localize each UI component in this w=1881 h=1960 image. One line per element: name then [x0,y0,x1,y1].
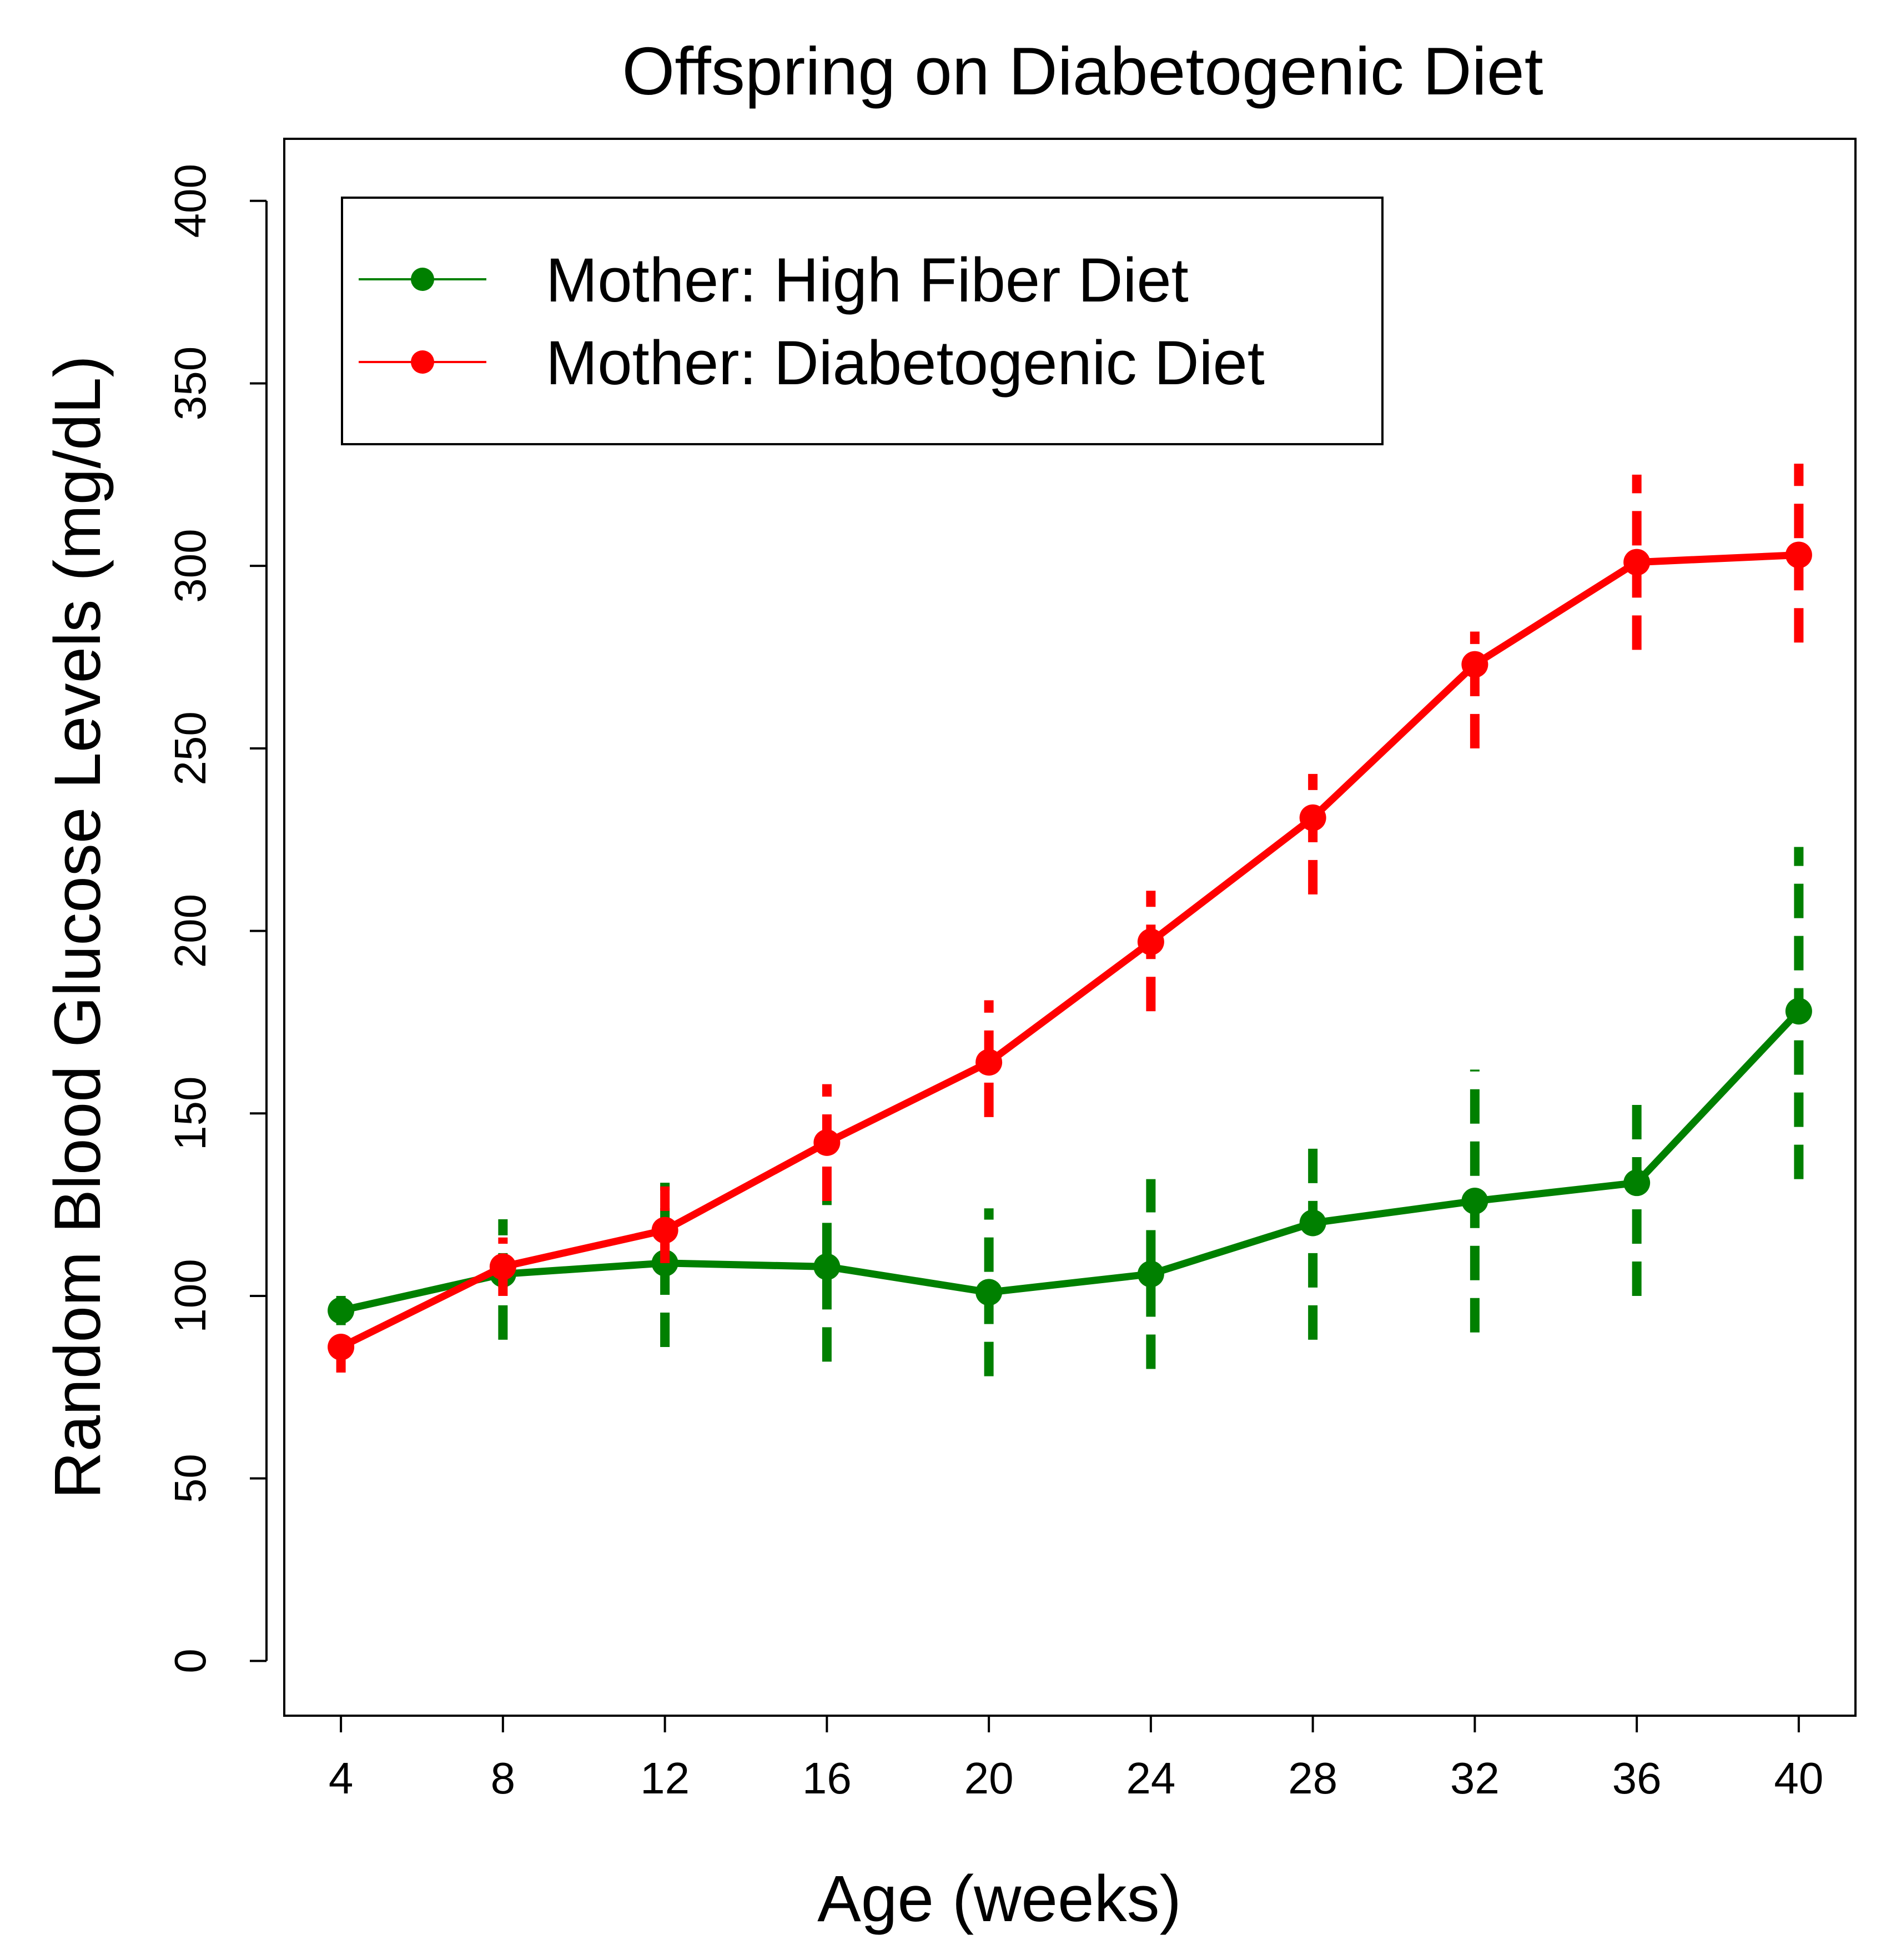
legend-marker-diabetogenic [411,350,434,374]
data-point [975,1279,1003,1306]
y-tick-label: 400 [165,164,215,238]
data-point [1461,1188,1488,1215]
y-tick-label: 100 [165,1259,215,1333]
legend-box [341,197,1384,445]
x-tick-label: 24 [1126,1753,1175,1803]
chart-title: Offspring on Diabetogenic Diet [622,33,1543,109]
legend-label-high-fiber: Mother: High Fiber Diet [546,245,1189,315]
data-point [1137,928,1164,956]
y-axis-title: Random Blood Glucose Levels (mg/dL) [41,355,114,1499]
legend-label-diabetogenic: Mother: Diabetogenic Diet [546,328,1265,398]
data-point [813,1129,841,1156]
series-line [339,551,1799,1350]
legend-marker-high-fiber [411,268,434,291]
x-tick-label: 20 [964,1753,1014,1803]
plot-frame [283,138,1857,1717]
x-tick-label: 12 [640,1753,690,1803]
data-point [1461,651,1488,678]
data-point [328,1297,355,1324]
y-tick-label: 0 [165,1649,215,1673]
data-point [489,1253,516,1280]
y-tick-label: 150 [165,1077,215,1150]
data-point [813,1253,841,1280]
x-tick-label: 36 [1612,1753,1662,1803]
y-tick-label: 200 [165,894,215,968]
series-line [340,1008,1802,1314]
x-tick-label: 32 [1450,1753,1500,1803]
data-point [1623,549,1651,576]
series-diabetogenic [328,464,1812,1373]
y-tick-label: 300 [165,529,215,602]
data-point [1623,1169,1651,1197]
data-point [1299,804,1326,831]
y-axis: 0 50 100 150 200 250 300 350 400 [165,164,268,1673]
y-tick-label: 250 [165,711,215,785]
x-tick-label: 4 [329,1753,354,1803]
legend: Mother: High Fiber Diet Mother: Diabetog… [341,197,1384,445]
x-axis: 4 8 12 16 20 24 28 32 36 40 [329,1716,1823,1803]
x-tick-label: 16 [802,1753,852,1803]
data-point [1299,1209,1326,1237]
x-tick-label: 40 [1774,1753,1823,1803]
x-tick-label: 8 [491,1753,516,1803]
data-point [651,1217,678,1244]
y-tick-label: 50 [165,1454,215,1503]
data-point [1785,998,1812,1025]
data-point [1785,541,1812,569]
data-point [328,1334,355,1361]
x-axis-title: Age (weeks) [817,1862,1181,1936]
data-point [975,1049,1003,1076]
data-point [1137,1260,1164,1288]
series-layer [328,464,1812,1376]
x-tick-label: 28 [1288,1753,1337,1803]
y-tick-label: 350 [165,346,215,420]
